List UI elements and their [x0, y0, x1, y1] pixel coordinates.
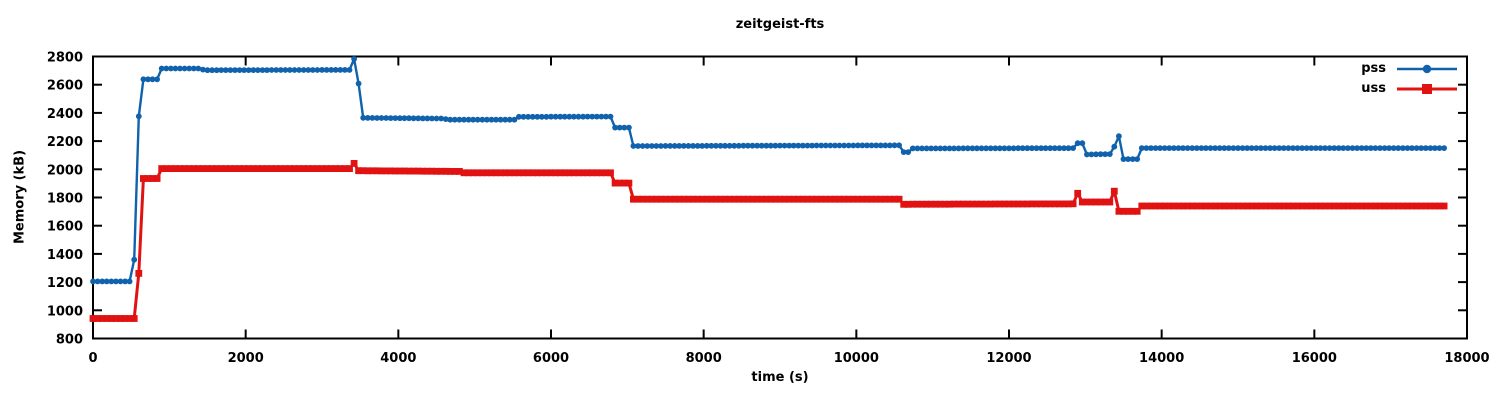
x-tick-label: 12000 — [986, 351, 1031, 366]
plot-border — [92, 55, 1468, 340]
x-tick-label: 18000 — [1444, 351, 1489, 366]
pss-legend-sample — [1397, 64, 1457, 73]
axis-ticks: 0 2000 4000 6000 8000 10000 12000 14000 16000 180… — [47, 51, 1490, 367]
x-tick-label: 10000 — [834, 351, 879, 366]
y-tick-label: 800 — [56, 333, 83, 348]
y-tick-label: 1800 — [47, 192, 83, 207]
y-tick-label: 1600 — [47, 220, 83, 235]
x-tick-label: 6000 — [533, 351, 569, 366]
x-tick-label: 14000 — [1139, 351, 1184, 366]
uss-legend-sample — [1396, 83, 1457, 94]
uss-legend-marker-icon — [1421, 83, 1432, 94]
y-tick-label: 1400 — [47, 248, 83, 263]
legend-label-pss: pss — [1361, 61, 1386, 76]
legend-label-uss: uss — [1361, 81, 1386, 96]
legend: pss uss — [1361, 60, 1459, 97]
chart-title: zeitgeist-fts — [735, 17, 825, 32]
series-uss — [89, 160, 1448, 322]
series-pss — [90, 56, 1447, 285]
x-tick-label: 4000 — [380, 351, 416, 366]
y-tick-label: 2400 — [47, 107, 83, 122]
x-tick-label: 16000 — [1292, 351, 1337, 366]
series-uss-line — [91, 161, 1446, 320]
legend-item-uss: uss — [1361, 80, 1459, 97]
x-tick-label: 2000 — [228, 351, 264, 366]
x-tick-label: 8000 — [686, 351, 722, 366]
y-tick-label: 1000 — [47, 304, 83, 319]
y-tick-label: 2200 — [47, 135, 83, 150]
y-tick-label: 2000 — [47, 163, 83, 178]
y-tick-label: 2600 — [47, 79, 83, 94]
x-tick-label: 0 — [88, 351, 97, 366]
y-tick-label: 1200 — [47, 276, 83, 291]
legend-item-pss: pss — [1361, 60, 1459, 77]
y-tick-label: 2800 — [47, 51, 83, 66]
pss-legend-marker-icon — [1422, 64, 1432, 73]
x-axis-label: time (s) — [751, 370, 809, 385]
